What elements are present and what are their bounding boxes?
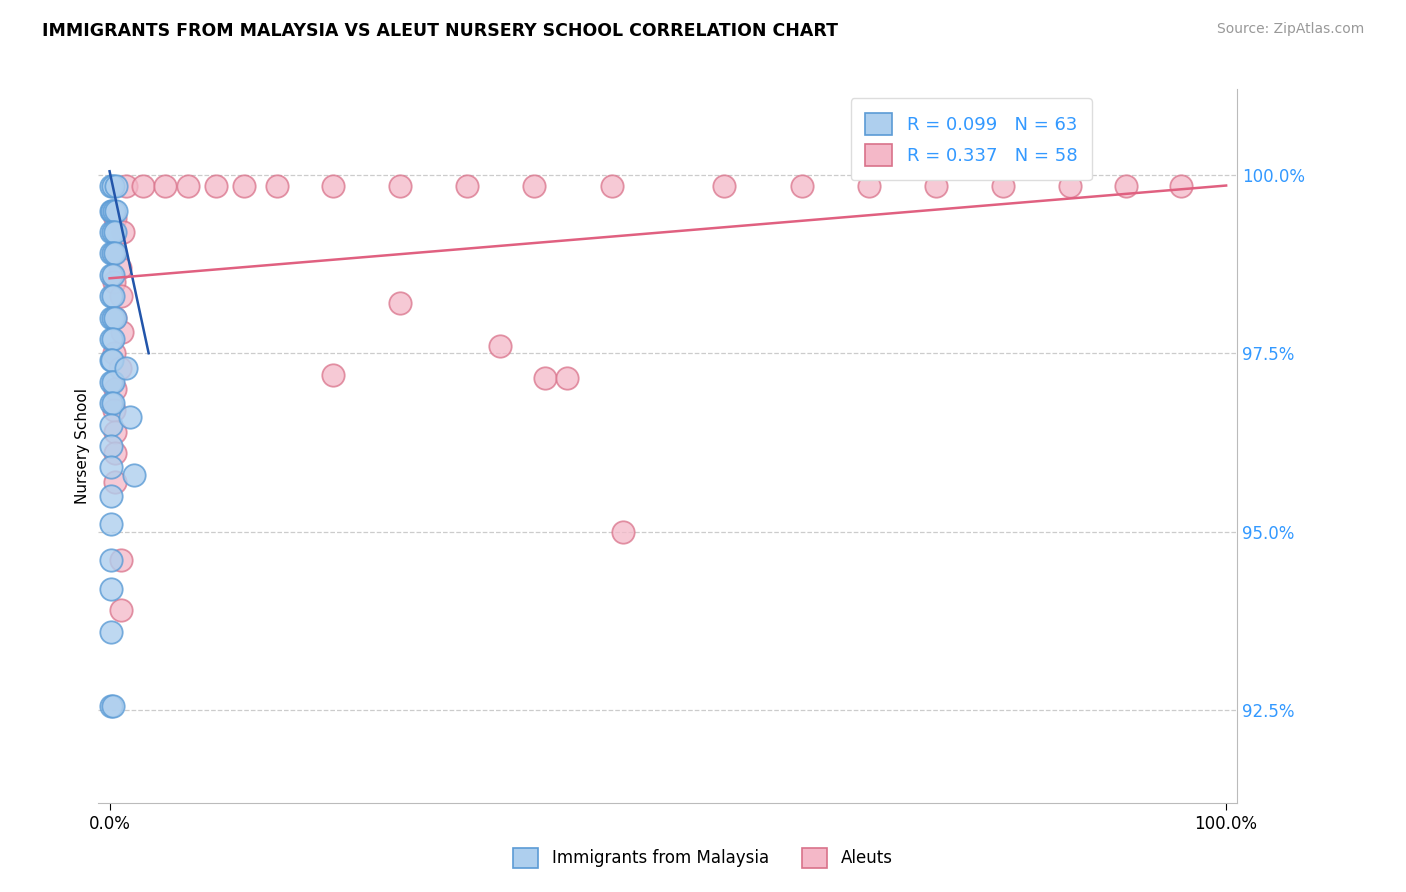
Point — [101, 289, 124, 303]
Point — [101, 246, 124, 260]
Point — [104, 246, 127, 260]
Point — [103, 699, 125, 714]
Point — [100, 517, 122, 532]
Point — [925, 178, 948, 193]
Point — [115, 360, 138, 375]
Point — [101, 310, 124, 325]
Point — [100, 225, 122, 239]
Point — [105, 203, 128, 218]
Point — [101, 353, 124, 368]
Legend: R = 0.099   N = 63, R = 0.337   N = 58: R = 0.099 N = 63, R = 0.337 N = 58 — [851, 98, 1091, 180]
Point — [104, 475, 127, 489]
Point — [103, 203, 125, 218]
Point — [489, 339, 512, 353]
Point — [104, 446, 127, 460]
Point — [155, 178, 177, 193]
Point — [104, 310, 127, 325]
Point — [103, 346, 125, 360]
Legend: Immigrants from Malaysia, Aleuts: Immigrants from Malaysia, Aleuts — [506, 841, 900, 875]
Point — [101, 225, 124, 239]
Point — [600, 178, 623, 193]
Text: IMMIGRANTS FROM MALAYSIA VS ALEUT NURSERY SCHOOL CORRELATION CHART: IMMIGRANTS FROM MALAYSIA VS ALEUT NURSER… — [42, 22, 838, 40]
Point — [110, 289, 132, 303]
Point — [100, 289, 122, 303]
Point — [100, 178, 122, 193]
Point — [204, 178, 226, 193]
Point — [790, 178, 813, 193]
Point — [104, 225, 127, 239]
Point — [115, 178, 138, 193]
Point — [101, 203, 124, 218]
Point — [103, 268, 125, 282]
Point — [612, 524, 634, 539]
Point — [100, 396, 122, 410]
Point — [100, 582, 122, 596]
Point — [1170, 178, 1192, 193]
Point — [132, 178, 155, 193]
Point — [103, 246, 125, 260]
Point — [110, 603, 132, 617]
Point — [534, 371, 557, 385]
Point — [557, 371, 579, 385]
Text: Source: ZipAtlas.com: Source: ZipAtlas.com — [1216, 22, 1364, 37]
Point — [111, 325, 134, 339]
Point — [858, 178, 880, 193]
Point — [100, 417, 122, 432]
Point — [322, 178, 344, 193]
Point — [1115, 178, 1137, 193]
Point — [388, 178, 411, 193]
Point — [100, 699, 122, 714]
Point — [103, 178, 125, 193]
Point — [100, 489, 122, 503]
Point — [991, 178, 1014, 193]
Point — [101, 332, 124, 346]
Point — [104, 425, 127, 439]
Point — [100, 203, 122, 218]
Point — [103, 403, 125, 417]
Point — [100, 310, 122, 325]
Point — [1059, 178, 1081, 193]
Point — [456, 178, 478, 193]
Point — [110, 553, 132, 567]
Point — [100, 375, 122, 389]
Point — [322, 368, 344, 382]
Point — [100, 332, 122, 346]
Point — [122, 467, 145, 482]
Point — [232, 178, 254, 193]
Point — [713, 178, 735, 193]
Point — [100, 624, 122, 639]
Point — [118, 410, 141, 425]
Point — [100, 553, 122, 567]
Point — [388, 296, 411, 310]
Point — [104, 178, 127, 193]
Point — [100, 460, 122, 475]
Point — [104, 211, 127, 225]
Point — [108, 260, 131, 275]
Point — [104, 310, 127, 325]
Point — [177, 178, 200, 193]
Point — [266, 178, 288, 193]
Point — [101, 396, 124, 410]
Point — [523, 178, 546, 193]
Point — [108, 360, 131, 375]
Point — [103, 275, 125, 289]
Point — [100, 246, 122, 260]
Y-axis label: Nursery School: Nursery School — [75, 388, 90, 504]
Point — [100, 353, 122, 368]
Point — [101, 375, 124, 389]
Point — [111, 225, 134, 239]
Point — [100, 268, 122, 282]
Point — [100, 439, 122, 453]
Point — [104, 382, 127, 396]
